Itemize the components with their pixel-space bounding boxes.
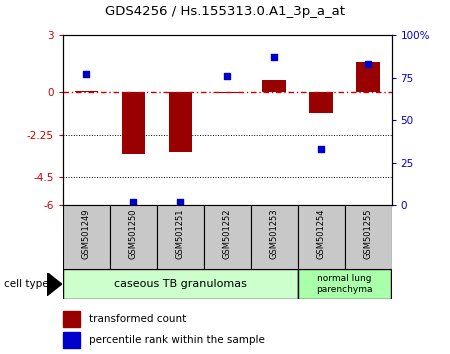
Point	[270, 55, 278, 60]
Bar	[63, 332, 80, 348]
Point	[318, 147, 325, 152]
Point	[177, 199, 184, 205]
Text: GSM501252: GSM501252	[223, 209, 232, 259]
Bar	[310, 92, 333, 113]
Point	[83, 72, 90, 77]
Bar	[157, 205, 204, 269]
Text: GSM501250: GSM501250	[129, 209, 138, 259]
Point	[224, 73, 231, 79]
Bar	[297, 269, 392, 299]
Bar	[356, 62, 380, 92]
Bar	[297, 205, 345, 269]
Bar	[169, 92, 192, 153]
Text: cell type: cell type	[4, 279, 49, 289]
Text: transformed count: transformed count	[89, 314, 186, 324]
Bar	[262, 80, 286, 92]
Text: normal lung
parenchyma: normal lung parenchyma	[316, 274, 373, 294]
Bar	[345, 205, 392, 269]
Bar	[216, 92, 239, 93]
Polygon shape	[47, 273, 62, 296]
Text: GSM501253: GSM501253	[270, 209, 279, 259]
Text: percentile rank within the sample: percentile rank within the sample	[89, 335, 265, 345]
Text: GSM501251: GSM501251	[176, 209, 185, 259]
Bar	[110, 205, 157, 269]
Bar	[251, 205, 297, 269]
Bar	[75, 91, 98, 92]
Bar	[122, 92, 145, 154]
Text: GSM501254: GSM501254	[317, 209, 326, 259]
Bar	[204, 205, 251, 269]
Text: caseous TB granulomas: caseous TB granulomas	[114, 279, 247, 289]
Point	[364, 62, 372, 67]
Bar	[63, 269, 297, 299]
Text: GSM501249: GSM501249	[82, 209, 91, 259]
Text: GDS4256 / Hs.155313.0.A1_3p_a_at: GDS4256 / Hs.155313.0.A1_3p_a_at	[105, 5, 345, 18]
Bar	[63, 311, 80, 327]
Bar	[63, 205, 110, 269]
Text: GSM501255: GSM501255	[364, 209, 373, 259]
Point	[130, 199, 137, 205]
